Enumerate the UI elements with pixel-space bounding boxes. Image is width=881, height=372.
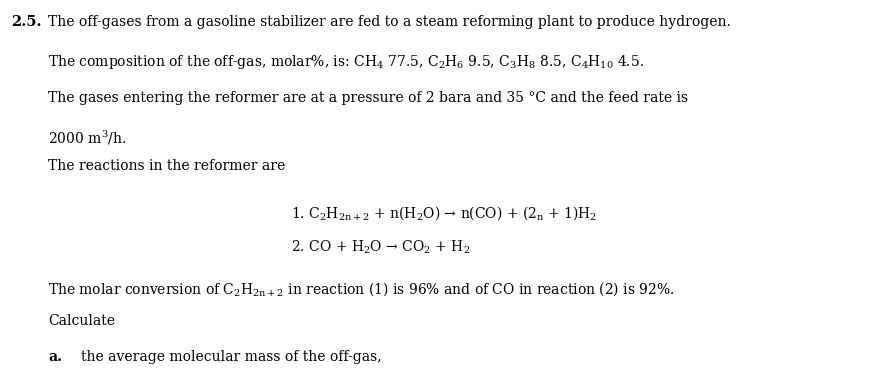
Text: a.: a. xyxy=(48,350,63,365)
Text: 2000 m$\mathdefault{^3}$/h.: 2000 m$\mathdefault{^3}$/h. xyxy=(48,129,127,147)
Text: Calculate: Calculate xyxy=(48,314,115,328)
Text: The molar conversion of $\mathdefault{C_2H_{2n+2}}$ in reaction (1) is 96% and o: The molar conversion of $\mathdefault{C_… xyxy=(48,280,675,298)
Text: the average molecular mass of the off-gas,: the average molecular mass of the off-ga… xyxy=(81,350,381,365)
Text: The composition of the off-gas, molar%, is: $\mathdefault{CH_4}$ 77.5, $\mathdef: The composition of the off-gas, molar%, … xyxy=(48,53,645,71)
Text: The reactions in the reformer are: The reactions in the reformer are xyxy=(48,159,285,173)
Text: The off-gases from a gasoline stabilizer are fed to a steam reforming plant to p: The off-gases from a gasoline stabilizer… xyxy=(48,15,731,29)
Text: 2.5.: 2.5. xyxy=(11,15,41,29)
Text: The gases entering the reformer are at a pressure of 2 bara and 35 °C and the fe: The gases entering the reformer are at a… xyxy=(48,91,689,105)
Text: 1. $\mathdefault{C_2H_{2n+2}}$ + $\mathdefault{n}$(H$\mathdefault{_2}$O) → $\mat: 1. $\mathdefault{C_2H_{2n+2}}$ + $\mathd… xyxy=(291,205,596,222)
Text: 2. CO + H$\mathdefault{_2}$O → CO$\mathdefault{_2}$ + H$\mathdefault{_2}$: 2. CO + H$\mathdefault{_2}$O → CO$\mathd… xyxy=(291,239,470,256)
